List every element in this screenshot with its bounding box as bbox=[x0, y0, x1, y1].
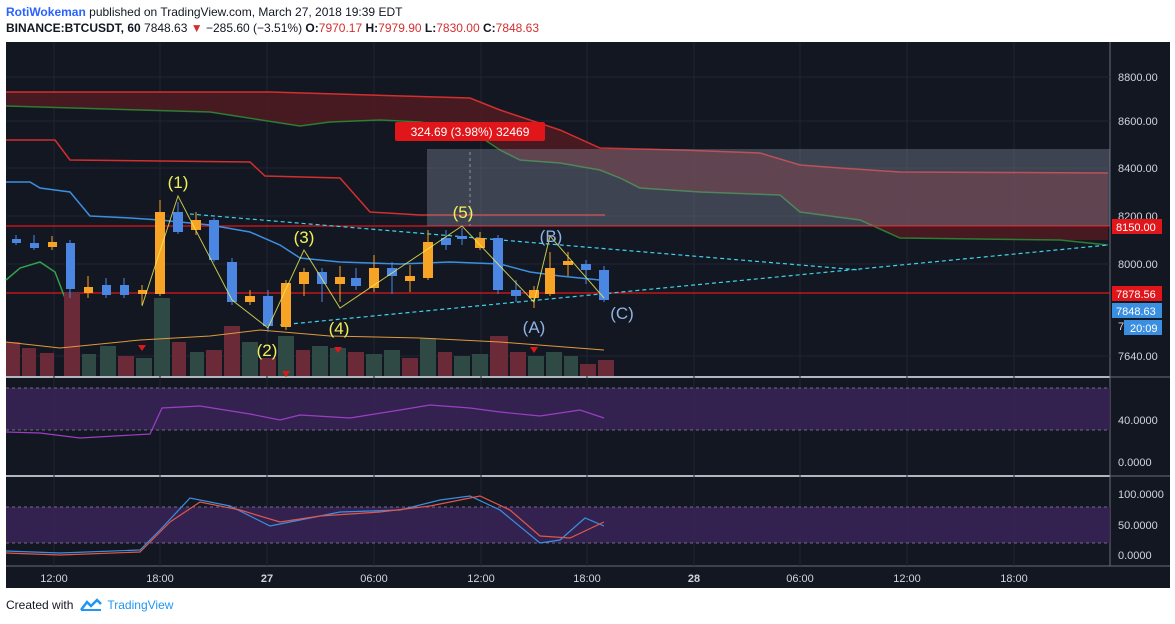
triangle-upper-line[interactable] bbox=[189, 213, 861, 271]
price-tick: 8600.00 bbox=[1118, 116, 1158, 128]
time-tick: 18:00 bbox=[146, 573, 174, 585]
tradingview-logo-icon bbox=[80, 598, 103, 611]
high-value: 7979.90 bbox=[378, 21, 422, 35]
author-link[interactable]: RotiWokeman bbox=[6, 5, 86, 19]
rsi-tick: 40.0000 bbox=[1118, 415, 1158, 427]
last-price-marker-text: 7848.63 bbox=[1116, 306, 1156, 318]
triangle-lower-line[interactable] bbox=[279, 244, 1109, 326]
stoch-tick: 100.0000 bbox=[1118, 489, 1164, 501]
chart-header: RotiWokeman published on TradingView.com… bbox=[6, 4, 1166, 40]
price-change: −285.60 (−3.51%) bbox=[206, 21, 303, 35]
change-arrow-icon: ▼ bbox=[190, 21, 203, 35]
price-marker-8150-text: 8150.00 bbox=[1116, 222, 1156, 234]
wave-label-1: (1) bbox=[168, 173, 189, 192]
last-price: 7848.63 bbox=[144, 21, 188, 35]
price-tick: 8000.00 bbox=[1118, 259, 1158, 271]
tenkan-line bbox=[6, 181, 601, 281]
published-text: published on TradingView.com, March 27, … bbox=[89, 5, 403, 19]
time-tick: 06:00 bbox=[786, 573, 814, 585]
rsi-band bbox=[6, 388, 1110, 430]
open-label: O: bbox=[305, 21, 319, 35]
wave-label-2: (2) bbox=[257, 341, 278, 360]
measure-label-box bbox=[395, 122, 545, 141]
time-tick: 27 bbox=[261, 573, 273, 585]
countdown-text: 20:09 bbox=[1130, 323, 1158, 335]
chart-container[interactable]: 324.69 (3.98%) 32469 bbox=[0, 40, 1175, 590]
stoch-k-line bbox=[5, 495, 605, 554]
time-tick: 06:00 bbox=[360, 573, 388, 585]
price-chart[interactable]: 324.69 (3.98%) 32469 bbox=[0, 40, 1175, 590]
price-tick: 8400.00 bbox=[1118, 163, 1158, 175]
measure-box[interactable] bbox=[427, 149, 1110, 226]
low-value: 7830.00 bbox=[436, 21, 480, 35]
rsi-tick: 0.0000 bbox=[1118, 457, 1152, 469]
down-arrow-icon bbox=[138, 345, 146, 351]
time-axis[interactable] bbox=[6, 566, 1170, 588]
time-tick: 12:00 bbox=[40, 573, 68, 585]
down-arrow-icon bbox=[334, 347, 342, 353]
time-tick: 28 bbox=[688, 573, 700, 585]
volume-bars bbox=[6, 292, 614, 376]
wave-label-4: (4) bbox=[329, 319, 350, 338]
wave-label-b: (B) bbox=[540, 227, 563, 246]
stoch-tick: 0.0000 bbox=[1118, 550, 1152, 562]
time-tick: 18:00 bbox=[573, 573, 601, 585]
price-marker-7878-text: 7878.56 bbox=[1116, 289, 1156, 301]
wave-path[interactable] bbox=[141, 194, 605, 329]
price-marker-8150 bbox=[1112, 219, 1162, 234]
close-value: 7848.63 bbox=[495, 21, 540, 35]
ohlc-legend: BINANCE:BTCUSDT, 60 7848.63 ▼ −285.60 (−… bbox=[6, 20, 1166, 36]
volume-ma-line bbox=[5, 329, 605, 351]
price-tick: 8800.00 bbox=[1118, 72, 1158, 84]
created-with-text: Created with bbox=[6, 598, 74, 612]
tradingview-brand-text[interactable]: TradingView bbox=[107, 598, 174, 612]
footer: Created with TradingView bbox=[6, 598, 173, 612]
countdown-marker bbox=[1124, 320, 1162, 335]
symbol-label[interactable]: BINANCE:BTCUSDT, 60 bbox=[6, 21, 141, 35]
time-tick: 12:00 bbox=[893, 573, 921, 585]
price-tick: 7640.00 bbox=[1118, 351, 1158, 363]
wave-label-3: (3) bbox=[294, 228, 315, 247]
low-label: L: bbox=[424, 21, 437, 35]
high-label: H: bbox=[365, 21, 379, 35]
ichimoku-cloud bbox=[5, 91, 1109, 246]
time-tick: 18:00 bbox=[1000, 573, 1028, 585]
stoch-tick: 50.0000 bbox=[1118, 520, 1158, 532]
down-arrow-icon bbox=[282, 371, 290, 377]
publish-info: RotiWokeman published on TradingView.com… bbox=[6, 4, 1166, 20]
close-label: C: bbox=[482, 21, 496, 35]
stoch-d-line bbox=[5, 495, 605, 556]
wave-label-5: (5) bbox=[453, 203, 474, 222]
down-arrow-icon bbox=[530, 347, 538, 353]
wave-label-c: (C) bbox=[610, 304, 634, 323]
price-tick-partial: 7 bbox=[1118, 321, 1124, 333]
open-value: 7970.17 bbox=[318, 21, 363, 35]
measure-label: 324.69 (3.98%) 32469 bbox=[411, 125, 530, 139]
price-marker-7878 bbox=[1112, 286, 1162, 301]
last-price-marker bbox=[1112, 303, 1162, 318]
kijun-line bbox=[6, 139, 605, 216]
tradingview-logo-link[interactable]: TradingView bbox=[79, 598, 173, 612]
time-tick: 12:00 bbox=[467, 573, 495, 585]
wave-label-a: (A) bbox=[523, 318, 546, 337]
rsi-line bbox=[5, 404, 605, 439]
